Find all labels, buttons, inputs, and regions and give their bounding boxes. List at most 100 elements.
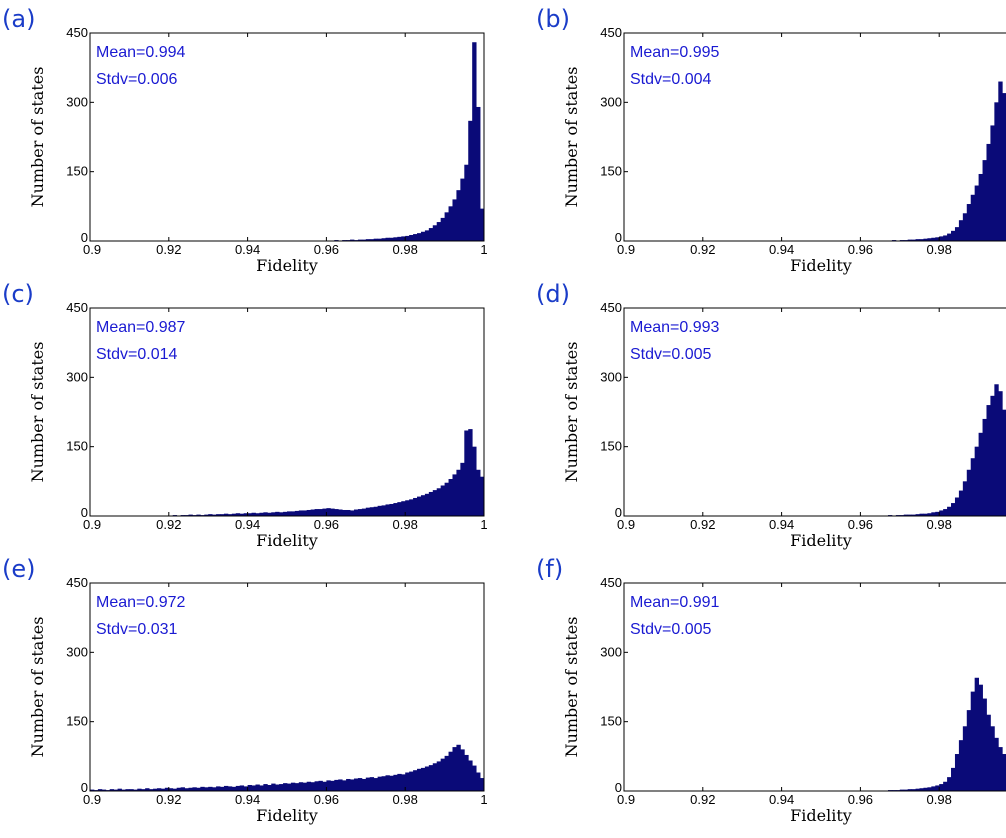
- histogram-bar: [164, 787, 170, 791]
- histogram-bar: [931, 237, 936, 241]
- histogram-bar: [420, 231, 426, 241]
- y-tick-label: 450: [600, 25, 622, 40]
- x-tick-label: 0.98: [927, 517, 952, 532]
- histogram-bar: [915, 514, 920, 516]
- histogram-bar: [970, 458, 976, 516]
- histogram-bar: [966, 469, 972, 516]
- histogram-bar: [476, 106, 481, 242]
- y-tick-label: 150: [66, 439, 88, 454]
- histogram-bar: [235, 513, 241, 516]
- histogram-bar: [943, 509, 948, 516]
- histogram-bar: [927, 787, 932, 791]
- histogram-bar: [302, 510, 308, 516]
- histogram-bar: [951, 503, 956, 516]
- histogram-bar: [243, 513, 248, 516]
- y-tick-label: 0: [81, 505, 88, 520]
- mean-text: Mean=0.972: [96, 594, 186, 611]
- histogram-bar: [978, 684, 983, 791]
- histogram-bar: [923, 513, 928, 516]
- histogram-bar: [409, 771, 414, 791]
- histogram-bar: [903, 514, 909, 516]
- histogram-bar: [397, 773, 402, 791]
- histogram-bar: [448, 751, 453, 791]
- histogram-bar: [176, 787, 182, 791]
- histogram-bar: [381, 776, 386, 791]
- histogram-bar: [472, 42, 477, 241]
- histogram-bar: [907, 239, 913, 241]
- plot-area-frame: [623, 32, 1006, 242]
- histogram-bar: [283, 783, 288, 791]
- histogram-bar: [460, 462, 465, 516]
- stdv-text: Stdv=0.004: [630, 71, 712, 88]
- histogram-bar: [342, 509, 347, 516]
- y-tick-label: 0: [81, 230, 88, 245]
- histogram-bar: [298, 782, 304, 791]
- histogram-bar: [970, 691, 976, 791]
- histogram-bar: [239, 785, 245, 791]
- histogram-bar: [480, 778, 485, 791]
- x-tick-label: 0.98: [393, 242, 418, 257]
- x-tick-label: 0.94: [769, 242, 794, 257]
- histogram-bar: [468, 429, 473, 516]
- x-tick-label: 0.96: [314, 242, 339, 257]
- histogram-bar: [223, 785, 229, 791]
- histogram-bar: [346, 778, 351, 791]
- y-tick-label: 300: [600, 369, 622, 384]
- histogram-bar: [314, 509, 319, 516]
- histogram-bar: [342, 780, 347, 791]
- x-tick-label: 0.96: [848, 792, 873, 807]
- histogram-bar: [385, 237, 390, 241]
- mean-text: Mean=0.987: [96, 319, 186, 336]
- x-tick-label: 0.94: [235, 792, 260, 807]
- histogram-bar: [259, 512, 264, 516]
- histogram-bar: [259, 785, 264, 791]
- x-tick-label: 0.98: [927, 242, 952, 257]
- histogram-bar: [958, 220, 964, 241]
- histogram-bar: [361, 508, 367, 516]
- histogram-bar: [911, 514, 916, 516]
- histogram-bar: [208, 514, 213, 516]
- histogram-bar: [409, 234, 414, 241]
- histogram-bar: [994, 102, 999, 241]
- histogram-bar: [1002, 93, 1006, 241]
- histogram-bar: [101, 789, 107, 791]
- plot-area-frame: [89, 32, 485, 242]
- histogram-bar: [452, 747, 457, 791]
- histogram-bar: [129, 789, 134, 791]
- histogram-bar: [223, 513, 229, 516]
- x-tick-label: 0.96: [314, 517, 339, 532]
- x-tick-label: 0.96: [848, 517, 873, 532]
- mean-text: Mean=0.991: [630, 594, 720, 611]
- histogram-bar: [216, 514, 221, 516]
- histogram-bar: [432, 225, 438, 241]
- histogram-bar: [279, 784, 284, 791]
- histogram-bar: [935, 237, 940, 241]
- histogram-bar: [287, 511, 292, 516]
- histogram-bar: [440, 217, 445, 241]
- histogram-bar: [247, 513, 252, 516]
- histogram-bar: [452, 199, 457, 241]
- x-tick-label: 0.92: [690, 792, 715, 807]
- histogram-bar: [923, 238, 928, 241]
- histogram-bar: [334, 779, 339, 791]
- y-axis-title: Number of states: [28, 342, 47, 483]
- histogram-bar: [90, 789, 95, 791]
- y-tick-label: 0: [615, 780, 622, 795]
- x-tick-label: 0.98: [393, 517, 418, 532]
- histogram-bar: [216, 786, 221, 791]
- histogram-bar: [468, 760, 473, 791]
- histogram-bar: [353, 509, 359, 516]
- histogram-bar: [267, 784, 272, 791]
- plot-area-frame: [623, 307, 1006, 517]
- histogram-bar: [919, 239, 924, 241]
- histogram-bar: [357, 509, 363, 516]
- histogram-bar: [263, 784, 268, 791]
- histogram-bar: [994, 384, 999, 516]
- histogram-bar: [322, 781, 327, 791]
- histogram-bar: [334, 509, 339, 516]
- y-axis-title: Number of states: [28, 67, 47, 208]
- y-tick-label: 0: [615, 230, 622, 245]
- histogram-bar: [385, 775, 390, 791]
- histogram-bar: [109, 789, 115, 791]
- histogram-bar: [413, 497, 418, 516]
